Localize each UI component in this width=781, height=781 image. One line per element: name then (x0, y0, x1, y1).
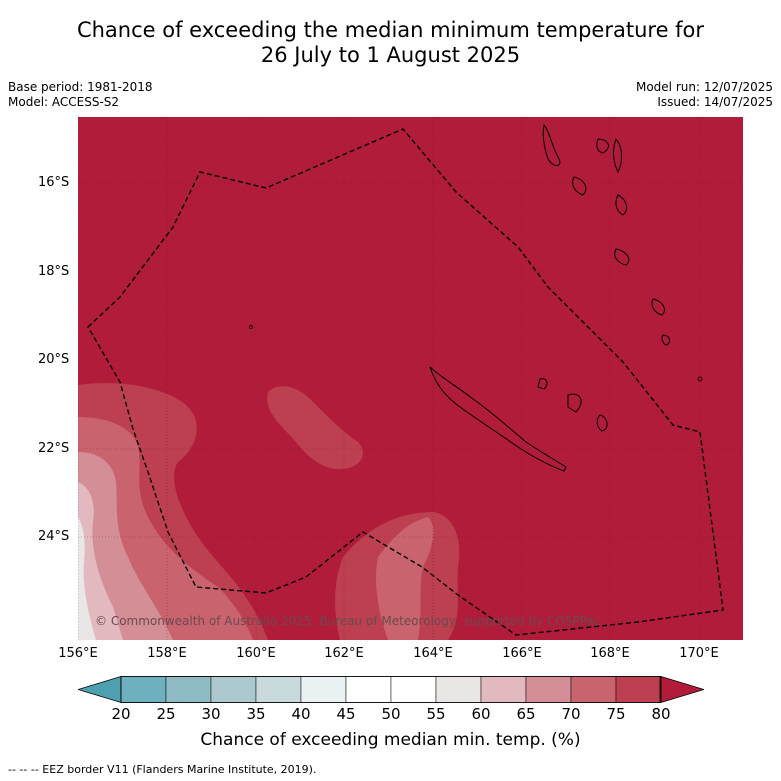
lon-label: 164°E (413, 646, 453, 661)
colorbar-segment (390, 676, 437, 703)
colorbar-segment (300, 676, 347, 703)
lon-label: 156°E (58, 646, 98, 661)
contour-60 (78, 482, 123, 640)
colorbar-segment (480, 676, 527, 703)
colorbar-tick: 40 (291, 705, 311, 723)
colorbar-tick: 60 (471, 705, 491, 723)
colorbar-segment (435, 676, 482, 703)
contour-55 (78, 517, 96, 640)
lon-label: 168°E (590, 646, 630, 661)
colorbar-title: Chance of exceeding median min. temp. (%… (200, 730, 581, 750)
colorbar-tick: 70 (561, 705, 581, 723)
colorbar-tick: 55 (426, 705, 446, 723)
colorbar-segment (570, 676, 617, 703)
colorbar-tick: 20 (111, 705, 131, 723)
colorbar-tick: 75 (606, 705, 626, 723)
issued-date: Issued: 14/07/2025 (657, 95, 773, 109)
copyright-notice: © Commonwealth of Australia 2025, Bureau… (95, 614, 601, 628)
colorbar-tick: 35 (246, 705, 266, 723)
colorbar-outline (120, 676, 661, 703)
colorbar-tick: 25 (156, 705, 176, 723)
lat-label: 22°S (38, 441, 70, 456)
model-name: Model: ACCESS-S2 (8, 95, 120, 109)
lon-label: 160°E (236, 646, 276, 661)
vanuatu-coast (542, 123, 671, 346)
colorbar-segment (255, 676, 302, 703)
colorbar-segments (78, 676, 704, 704)
colorbar-segment (525, 676, 572, 703)
colorbar-extend-high (660, 676, 704, 704)
colorbar-segment (210, 676, 257, 703)
lat-label: 18°S (38, 264, 70, 279)
colorbar-segment (120, 676, 167, 703)
colorbar-tick: 30 (201, 705, 221, 723)
eez-footnote: -- -- -- EEZ border V11 (Flanders Marine… (8, 763, 317, 776)
meta-left: Base period: 1981-2018 Model: ACCESS-S2 (8, 80, 153, 110)
lat-label: 20°S (38, 352, 70, 367)
small-island (249, 325, 253, 329)
colorbar-tick: 65 (516, 705, 536, 723)
colorbar-tick: 45 (336, 705, 356, 723)
colorbar-extend-low (78, 676, 122, 704)
lat-label: 16°S (38, 175, 70, 190)
base-period: Base period: 1981-2018 (8, 80, 153, 94)
title-line-2: 26 July to 1 August 2025 (260, 43, 521, 67)
lon-label: 170°E (679, 646, 719, 661)
colorbar-tick: 80 (651, 705, 671, 723)
lon-label: 158°E (147, 646, 187, 661)
colorbar-segment (165, 676, 212, 703)
colorbar-segment (615, 676, 662, 703)
colorbar-tick: 50 (381, 705, 401, 723)
model-run: Model run: 12/07/2025 (635, 80, 773, 94)
colorbar-segment (345, 676, 392, 703)
contour-patch-central (267, 386, 363, 470)
colorbar (78, 676, 704, 704)
new-caledonia-coast (429, 366, 567, 472)
lat-label: 24°S (38, 529, 70, 544)
graticule (78, 117, 743, 640)
small-island (697, 376, 703, 382)
map-area (78, 117, 743, 640)
lon-label: 162°E (324, 646, 364, 661)
eez-border (87, 128, 724, 636)
title-line-1: Chance of exceeding the median minimum t… (76, 18, 705, 42)
loyalty-islands (537, 378, 608, 432)
map-title: Chance of exceeding the median minimum t… (0, 18, 781, 68)
meta-right: Model run: 12/07/2025 Issued: 14/07/2025 (636, 80, 773, 110)
lon-label: 166°E (502, 646, 542, 661)
